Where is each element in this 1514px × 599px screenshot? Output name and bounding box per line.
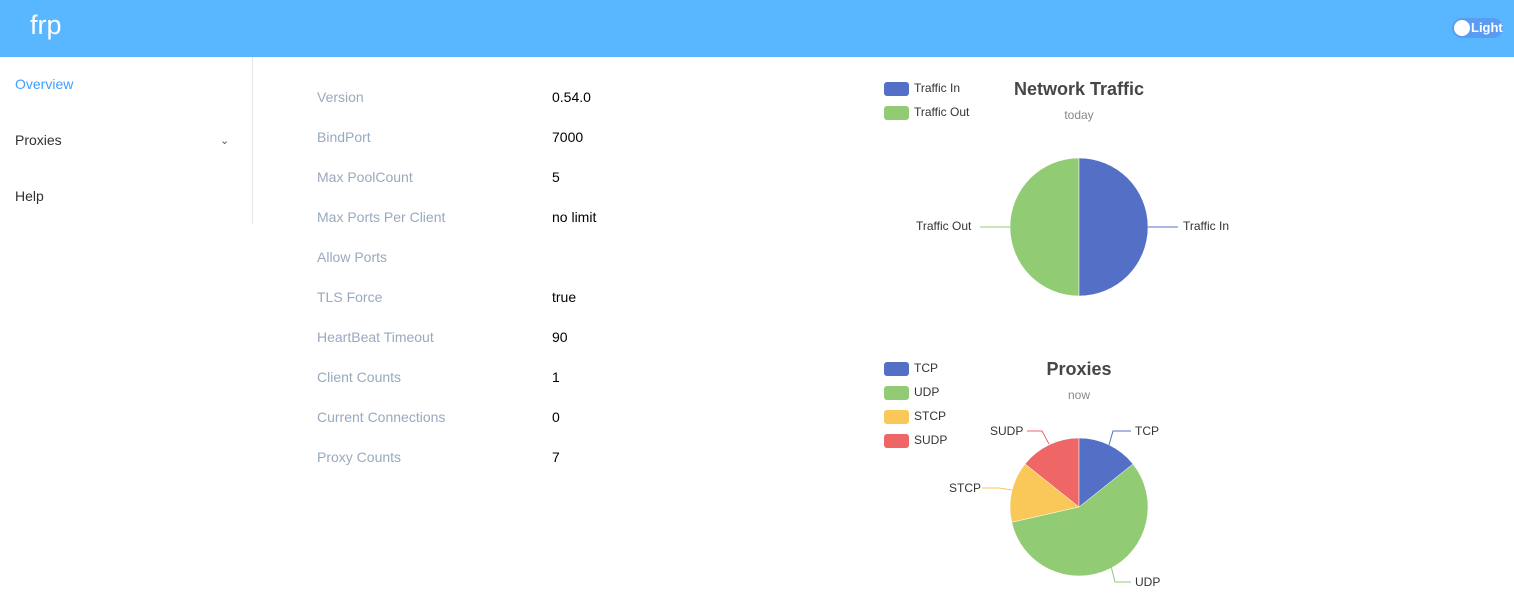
- field-label: TLS Force: [317, 289, 383, 305]
- field-value: true: [552, 289, 577, 305]
- label-traffic-in: Traffic In: [1183, 219, 1230, 233]
- leader-stcp: [982, 487, 1013, 491]
- legend-sudp[interactable]: SUDP: [884, 433, 947, 448]
- sidebar-item-proxies[interactable]: Proxies: [15, 132, 62, 148]
- top-header: frp Light: [0, 0, 1514, 57]
- field-value: 0: [552, 409, 560, 425]
- pie-slice-stcp[interactable]: [1009, 463, 1080, 523]
- field-value: no limit: [552, 209, 597, 225]
- frp-logo[interactable]: frp: [30, 10, 62, 40]
- chart-subtitle: today: [1064, 108, 1094, 122]
- leader-sudp: [1027, 430, 1050, 445]
- field-value: 5: [552, 169, 560, 185]
- field-value: 90: [552, 329, 568, 345]
- field-label: Max PoolCount: [317, 169, 413, 185]
- pie-slice-traffic-in[interactable]: [1078, 157, 1149, 297]
- field-label: Max Ports Per Client: [317, 209, 446, 225]
- sidebar-item-overview[interactable]: Overview: [15, 76, 74, 92]
- legend-udp[interactable]: UDP: [884, 385, 939, 400]
- toggle-knob: [1454, 20, 1470, 36]
- pie-slice-sudp[interactable]: [1024, 437, 1080, 508]
- field-label: Proxy Counts: [317, 449, 402, 465]
- label-traffic-out: Traffic Out: [916, 219, 972, 233]
- legend-stcp[interactable]: STCP: [884, 409, 946, 424]
- pie-slice-udp[interactable]: [1011, 463, 1149, 577]
- label-tcp: TCP: [1135, 424, 1159, 438]
- field-label: Allow Ports: [317, 249, 388, 265]
- legend-traffic-out[interactable]: Traffic Out: [884, 105, 969, 120]
- label-stcp: STCP: [949, 481, 982, 495]
- field-value: 7000: [552, 129, 584, 145]
- legend-tcp[interactable]: TCP: [884, 361, 938, 376]
- pie-slice-traffic-out[interactable]: [1009, 157, 1080, 297]
- field-label: HeartBeat Timeout: [317, 329, 434, 345]
- legend-traffic-in[interactable]: Traffic In: [884, 81, 960, 96]
- label-udp: UDP: [1135, 575, 1161, 589]
- leader-tcp: [1108, 430, 1131, 446]
- chart-subtitle: now: [1067, 388, 1090, 402]
- sidebar: [0, 57, 253, 224]
- field-value: 7: [552, 449, 560, 465]
- leader-udp: [1110, 565, 1131, 583]
- field-label: Version: [317, 89, 364, 105]
- field-label: Current Connections: [317, 409, 446, 425]
- label-sudp: SUDP: [990, 424, 1024, 438]
- field-value: 0.54.0: [552, 89, 591, 105]
- field-label: Client Counts: [317, 369, 402, 385]
- theme-toggle-label: Light: [1471, 20, 1503, 35]
- sidebar-item-help[interactable]: Help: [15, 188, 44, 204]
- chart-title: Network Traffic: [1013, 79, 1145, 99]
- theme-toggle[interactable]: Light: [1452, 18, 1503, 38]
- chevron-down-icon[interactable]: ⌄: [220, 135, 230, 147]
- field-value: 1: [552, 369, 560, 385]
- chart-title: Proxies: [1046, 359, 1112, 379]
- field-label: BindPort: [317, 129, 371, 145]
